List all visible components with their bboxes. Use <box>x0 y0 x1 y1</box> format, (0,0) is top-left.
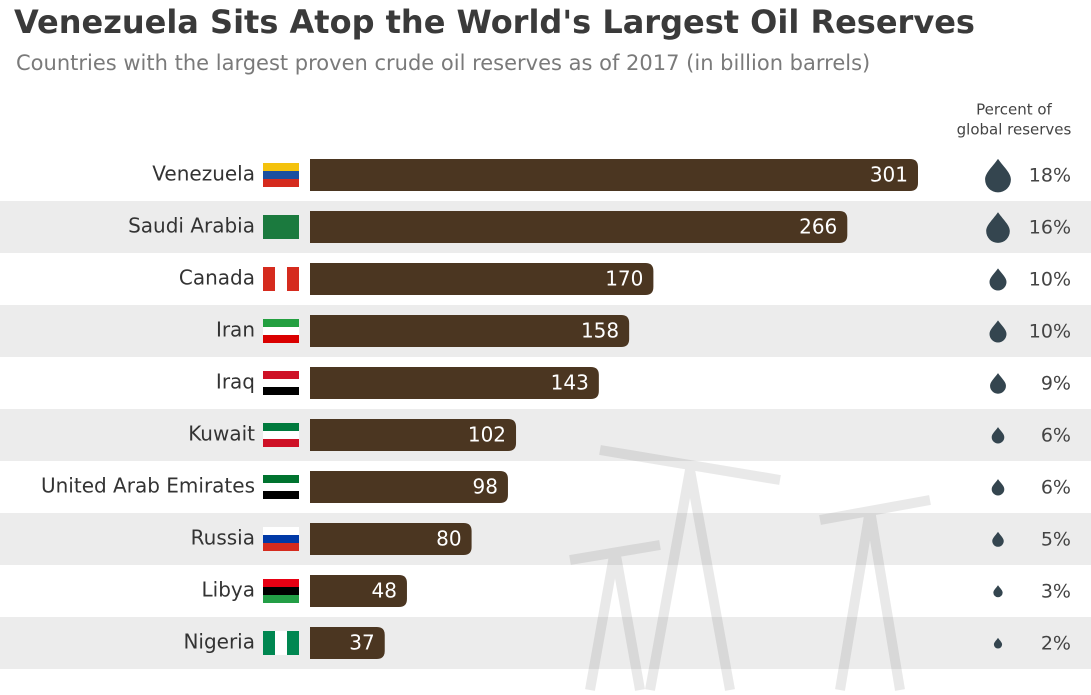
flag-stripe <box>263 387 299 395</box>
flag-stripe <box>263 431 299 439</box>
category-label: Libya <box>202 578 256 602</box>
category-label: Canada <box>179 266 255 290</box>
percent-label: 16% <box>1029 217 1071 239</box>
category-label: Russia <box>191 526 255 550</box>
row-band <box>0 513 1091 565</box>
bar-value-label: 80 <box>436 527 461 551</box>
flag-stripe <box>263 215 299 239</box>
flag-stripe <box>287 631 299 655</box>
pump-jack-decoration <box>569 445 931 691</box>
category-label: United Arab Emirates <box>41 474 255 498</box>
bar <box>310 627 385 659</box>
bar <box>310 367 599 399</box>
flag-stripe <box>263 579 299 587</box>
bar-value-label: 266 <box>799 215 837 239</box>
flag-stripe <box>263 587 299 595</box>
flag-stripe <box>287 267 299 291</box>
flag <box>263 371 299 395</box>
category-label: Kuwait <box>188 422 255 446</box>
percent-label: 9% <box>1041 373 1071 395</box>
percent-drop <box>985 158 1011 193</box>
flag-stripe <box>263 171 299 179</box>
flag-stripe <box>263 491 299 499</box>
bar-value-label: 170 <box>605 267 643 291</box>
plot: Venezuela 301 18% Saudi Arabia 266 16% Canada 1… <box>41 158 1071 659</box>
percent-drop <box>991 427 1005 444</box>
flag-stripe <box>263 163 299 171</box>
flag <box>263 267 299 291</box>
bar <box>310 575 407 607</box>
percent-label: 18% <box>1029 165 1071 187</box>
chart-subtitle: Countries with the largest proven crude … <box>16 51 870 75</box>
flag <box>263 423 299 447</box>
bar-value-label: 102 <box>468 423 506 447</box>
bar <box>310 211 848 243</box>
row-band <box>0 409 1091 461</box>
flag-stripe <box>275 267 287 291</box>
flag-stripe <box>263 327 299 335</box>
flag <box>263 475 299 499</box>
percent-header: Percent of <box>976 101 1052 119</box>
category-label: Venezuela <box>152 162 255 186</box>
bar-value-label: 301 <box>870 163 908 187</box>
row-band <box>0 617 1091 669</box>
bar <box>310 263 654 295</box>
chart-title: Venezuela Sits Atop the World's Largest … <box>14 3 975 41</box>
percent-label: 10% <box>1029 321 1071 343</box>
bar <box>310 419 517 451</box>
flag <box>263 527 299 551</box>
bar-value-label: 48 <box>372 579 397 603</box>
bar <box>310 159 918 191</box>
flag <box>263 319 299 343</box>
flag <box>263 579 299 603</box>
percent-label: 10% <box>1029 269 1071 291</box>
bar-value-label: 143 <box>551 371 589 395</box>
category-label: Nigeria <box>183 630 255 654</box>
flag-stripe <box>263 595 299 603</box>
bar <box>310 315 630 347</box>
percent-drop <box>986 212 1010 243</box>
flag-stripe <box>263 267 275 291</box>
bar <box>310 523 472 555</box>
bar-value-label: 158 <box>581 319 619 343</box>
category-label: Saudi Arabia <box>128 214 255 238</box>
flag-stripe <box>263 371 299 379</box>
flag <box>263 631 299 655</box>
flag-stripe <box>263 543 299 551</box>
percent-drop <box>993 585 1003 598</box>
bar-value-label: 37 <box>349 631 374 655</box>
percent-drop <box>991 479 1005 496</box>
flag-stripe <box>263 631 275 655</box>
flag-stripe <box>263 439 299 447</box>
category-label: Iraq <box>216 370 255 394</box>
row-bands <box>0 201 1091 669</box>
category-label: Iran <box>216 318 255 342</box>
percent-drop <box>993 637 1003 649</box>
flag-stripe <box>263 179 299 187</box>
flag-stripe <box>263 319 299 327</box>
flag-stripe <box>263 527 299 535</box>
percent-label: 6% <box>1041 425 1071 447</box>
percent-drop <box>989 320 1007 343</box>
percent-label: 3% <box>1041 581 1071 603</box>
flag-stripe <box>275 631 287 655</box>
flag <box>263 163 299 187</box>
flag <box>263 215 299 239</box>
percent-header: global reserves <box>957 121 1072 139</box>
flag-stripe <box>263 483 299 491</box>
percent-drop <box>990 373 1006 394</box>
bar <box>310 471 508 503</box>
percent-label: 2% <box>1041 633 1071 655</box>
percent-drop <box>989 268 1007 291</box>
percent-drop <box>992 531 1004 547</box>
flag-stripe <box>263 335 299 343</box>
percent-label: 6% <box>1041 477 1071 499</box>
flag-stripe <box>263 423 299 431</box>
flag-stripe <box>263 475 299 483</box>
flag-stripe <box>263 535 299 543</box>
bar-value-label: 98 <box>473 475 498 499</box>
percent-label: 5% <box>1041 529 1071 551</box>
flag-stripe <box>263 379 299 387</box>
